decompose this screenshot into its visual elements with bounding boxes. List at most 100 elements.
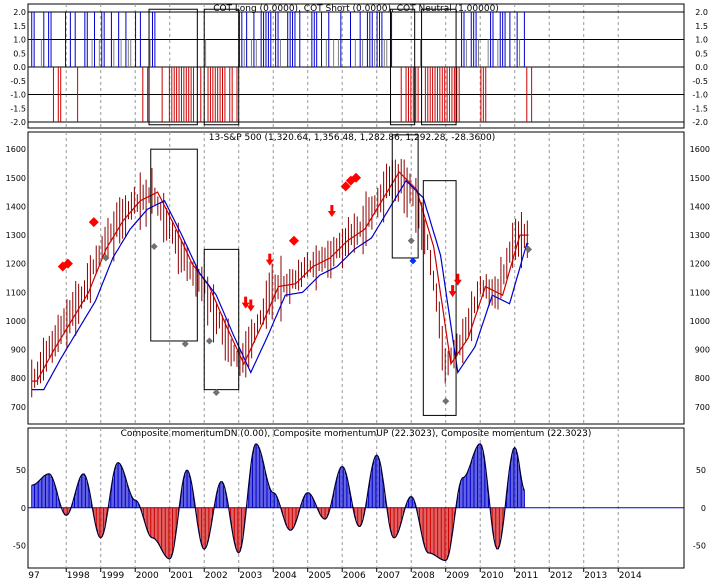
price-y-tick-right: 1400 <box>690 202 710 211</box>
red-diamond-signal <box>88 217 99 228</box>
price-y-tick-left: 1300 <box>6 231 26 240</box>
blue-diamond-signal <box>409 257 417 265</box>
cot-y-tick-left: 1.0 <box>13 36 26 45</box>
momentum-y-tick-left: -50 <box>13 541 26 550</box>
gray-diamond-signal <box>525 245 533 253</box>
momentum-panel-title: Composite momentumDN (0.00), Composite m… <box>121 429 592 439</box>
gray-diamond-signal <box>102 254 110 262</box>
cot-annotation-box <box>390 8 416 126</box>
composite-momentum-line <box>31 443 525 562</box>
x-tick-label: 2004 <box>274 571 297 581</box>
x-tick-label: 1999 <box>101 571 124 581</box>
cot-panel-frame <box>27 3 685 129</box>
price-annotation-box <box>150 148 198 342</box>
price-y-tick-left: 700 <box>11 403 26 412</box>
x-tick-label: 2005 <box>308 571 331 581</box>
red-diamond-signal <box>351 172 362 183</box>
x-tick-label: 2014 <box>619 571 642 581</box>
cot-y-tick-right: 0.0 <box>695 63 708 72</box>
cot-y-tick-right: -1.5 <box>692 104 708 113</box>
cot-y-tick-right: 2.0 <box>695 8 708 17</box>
x-tick-label: 1998 <box>67 571 90 581</box>
x-tick-label: 2000 <box>136 571 159 581</box>
momentum-y-tick-left: 50 <box>16 466 26 475</box>
cot-panel-title: COT Long (0.0000), COT Short (0.0000), C… <box>213 4 499 14</box>
cot-y-tick-left: 0.0 <box>13 63 26 72</box>
gray-diamond-signal <box>205 337 213 345</box>
price-y-tick-left: 1200 <box>6 260 26 269</box>
cot-y-tick-right: -2.0 <box>692 118 708 127</box>
red-arrow-signal <box>448 285 457 298</box>
price-annotation-box <box>391 134 419 259</box>
gray-diamond-signal <box>407 237 415 245</box>
x-tick-label: 2013 <box>584 571 607 581</box>
red-arrow-signal <box>246 299 255 312</box>
axis-labels: 97 1998 1999 2000 2001 2002 2003 2004 2005 2006 20… <box>6 8 710 581</box>
x-tick-label: 2010 <box>481 571 504 581</box>
red-diamond-signal <box>62 258 73 269</box>
cot-y-tick-left: 0.5 <box>13 49 26 58</box>
price-y-tick-left: 800 <box>11 374 26 383</box>
gray-diamond-signal <box>150 243 158 251</box>
momentum-y-tick-right: -50 <box>693 541 706 550</box>
price-y-tick-right: 800 <box>695 374 710 383</box>
price-y-tick-left: 1400 <box>6 202 26 211</box>
fast-moving-average-line <box>31 171 529 382</box>
price-y-tick-right: 700 <box>695 403 710 412</box>
x-tick-label: 97 <box>28 571 39 581</box>
cot-annotation-box <box>203 8 240 126</box>
momentum-y-tick-right: 50 <box>696 466 706 475</box>
price-y-tick-right: 1000 <box>690 317 710 326</box>
cot-y-tick-right: 0.5 <box>695 49 708 58</box>
slow-moving-average-line <box>31 179 529 391</box>
cot-y-tick-right: 1.0 <box>695 36 708 45</box>
cot-y-tick-left: 1.5 <box>13 22 26 31</box>
price-y-tick-right: 1100 <box>690 288 710 297</box>
x-tick-label: 2001 <box>170 571 193 581</box>
price-y-tick-left: 1600 <box>6 145 26 154</box>
red-arrow-signal <box>453 273 462 286</box>
price-annotation-box <box>422 180 457 416</box>
momentum-y-tick-right: 0 <box>701 504 706 513</box>
cot-y-tick-left: -2.0 <box>10 118 26 127</box>
price-y-tick-right: 1600 <box>690 145 710 154</box>
cot-y-tick-right: -1.0 <box>692 91 708 100</box>
cot-y-tick-left: -1.5 <box>10 104 26 113</box>
x-tick-label: 2008 <box>412 571 435 581</box>
price-y-tick-right: 1500 <box>690 174 710 183</box>
gray-diamond-signal <box>212 389 220 397</box>
x-tick-label: 2003 <box>239 571 262 581</box>
momentum-panel-frame <box>27 427 685 569</box>
price-y-tick-right: 1300 <box>690 231 710 240</box>
red-diamond-signal <box>288 235 299 246</box>
price-y-tick-left: 1100 <box>6 288 26 297</box>
cot-y-tick-right: -0.5 <box>692 77 708 86</box>
x-tick-label: 2012 <box>550 571 573 581</box>
momentum-plot <box>28 443 684 562</box>
cot-bars <box>28 8 684 126</box>
price-y-tick-right: 1200 <box>690 260 710 269</box>
gray-diamond-signal <box>181 340 189 348</box>
price-y-tick-left: 900 <box>11 346 26 355</box>
red-arrow-signal <box>265 253 274 266</box>
cot-y-tick-left: -0.5 <box>10 77 26 86</box>
price-annotation-box <box>203 248 240 391</box>
price-plot <box>31 134 533 416</box>
red-diamond-signal <box>340 181 351 192</box>
x-tick-label: 2009 <box>446 571 469 581</box>
price-y-tick-right: 900 <box>695 346 710 355</box>
cot-annotation-box <box>148 8 198 126</box>
x-tick-label: 2002 <box>205 571 228 581</box>
red-arrow-signal <box>327 205 336 218</box>
x-tick-label: 2011 <box>515 571 538 581</box>
cot-annotation-box <box>421 8 457 126</box>
cot-y-tick-left: 2.0 <box>13 8 26 17</box>
x-tick-label: 2006 <box>343 571 366 581</box>
year-gridlines <box>65 4 619 568</box>
price-panel-title: 13-S&P 500 (1,320.64, 1,356.48, 1,282.86… <box>209 133 495 143</box>
gray-diamond-signal <box>442 397 450 405</box>
x-tick-label: 2007 <box>377 571 400 581</box>
price-y-tick-left: 1000 <box>6 317 26 326</box>
